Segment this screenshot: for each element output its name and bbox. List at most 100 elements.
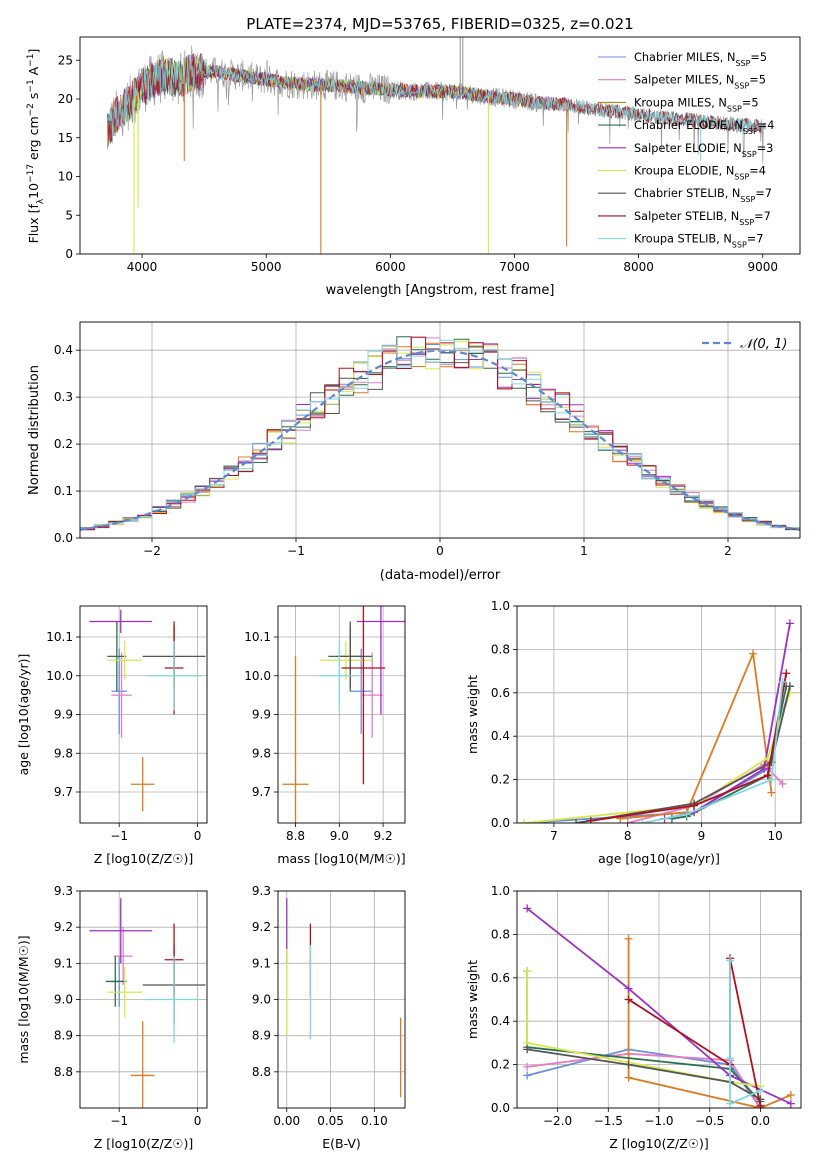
legend-entry-tail: =5 (750, 51, 767, 64)
weight-marker-salpeter_elodie (785, 619, 794, 628)
x-tick-label: 0.05 (317, 1114, 344, 1128)
y-axis-label: mass [log10(M/M☉)] (16, 935, 31, 1063)
y-axis-label: Flux [fλ10−17 erg cm−2 s−1 A−1] (26, 49, 46, 244)
legend-entry-sub: SSP (740, 195, 755, 204)
legend-entry-sub: SSP (739, 217, 754, 226)
y-tick-label: 0.2 (491, 773, 510, 787)
weight-line-kroupa_stelib (642, 681, 784, 823)
legend-entry: Kroupa MILES, NSSP=5 (634, 96, 759, 113)
weight-marker-salpeter_stelib (756, 1101, 765, 1108)
plot-area (523, 904, 795, 1108)
legend-entry-sub: SSP (732, 240, 747, 249)
weight-marker-salpeter_stelib (690, 801, 699, 810)
weight-line-orange (627, 938, 792, 1108)
legend-entry: Salpeter MILES, NSSP=5 (634, 74, 766, 91)
legend-entry-sub: SSP (727, 104, 742, 113)
mass-weight-vs-age-panel: 7 8 9 10 0.0 0.2 0.4 0.6 0.8 1.0 age [log10(age/yr… (465, 599, 802, 866)
y-axis-label-part: λ (36, 198, 46, 204)
x-tick-label: 2 (724, 544, 732, 558)
weight-marker-salpeter_stelib (624, 995, 633, 1004)
weight-marker-chabrier_elodie (667, 814, 676, 823)
weight-marker-salpeter_elodie (523, 904, 532, 913)
y-tick-label: 9.2 (54, 920, 73, 934)
x-axis-label: Z [log10(Z/Z☉)] (94, 1136, 194, 1151)
weight-marker-orange (767, 788, 776, 797)
legend-entry-base: Chabrier MILES, N (634, 51, 735, 64)
y-tick-label: 8.9 (252, 1029, 271, 1043)
legend-entry-sub: SSP (743, 127, 758, 136)
plot-area (89, 609, 206, 812)
y-axis-label: age [log10(age/yr)] (16, 654, 31, 776)
y-tick-label: 20 (58, 92, 73, 106)
y-tick-label: 0.8 (491, 927, 510, 941)
axes-frame (516, 605, 802, 824)
legend-entry: Chabrier MILES, NSSP=5 (634, 51, 767, 68)
weight-marker-salpeter_elodie (786, 1099, 795, 1108)
plot-area (282, 606, 405, 823)
y-axis-label: mass weight (465, 960, 480, 1039)
x-tick-label: −1 (287, 544, 305, 558)
figure-title: PLATE=2374, MJD=53765, FIBERID=0325, z=0… (246, 15, 633, 33)
axes-frame (79, 36, 801, 255)
x-tick-label: 9 (698, 829, 706, 843)
model-spectrum-kroupa_stelib (106, 53, 764, 138)
weight-marker-salpeter_miles (623, 819, 632, 823)
weight-line-chabrier_miles (524, 686, 791, 823)
x-tick-label: 1 (580, 544, 588, 558)
legend-entry: Chabrier ELODIE, NSSP=4 (634, 119, 774, 136)
y-tick-label: 9.3 (252, 884, 271, 898)
legend-entry-sub: SSP (734, 172, 749, 181)
weight-marker-chabrier_stelib (523, 1045, 532, 1054)
x-tick-label: 0.10 (361, 1114, 388, 1128)
axes-frame (516, 890, 802, 1109)
y-tick-label: 0.4 (54, 343, 73, 357)
y-tick-label: 8.8 (54, 1065, 73, 1079)
legend-entry-sub: SSP (734, 81, 749, 90)
y-axis-label-part: −17 (26, 164, 36, 183)
mass-vs-Z-panel: −1 0 8.8 8.9 9.0 9.1 9.2 9.3 Z [log10(Z/Z☉)] mass… (16, 884, 208, 1151)
x-axis-label: Z [log10(Z/Z☉)] (94, 851, 194, 866)
x-tick-label: −2.0 (543, 1114, 572, 1128)
x-tick-label: 7 (550, 829, 558, 843)
legend-entry-base: Salpeter ELODIE, N (634, 142, 742, 155)
y-axis-label-part: Flux [f (26, 204, 41, 244)
y-tick-label: 9.7 (54, 785, 73, 799)
axes-frame (79, 605, 208, 824)
y-tick-label: 9.8 (54, 746, 73, 760)
axes-frame (79, 890, 208, 1109)
weight-marker-chabrier_stelib (572, 819, 581, 823)
legend-entry-tail: =4 (749, 165, 766, 178)
weight-marker-kroupa_stelib (778, 677, 787, 686)
x-axis-label: wavelength [Angstrom, rest frame] (326, 283, 555, 298)
legend-entry-base: Kroupa ELODIE, N (634, 165, 734, 178)
weight-marker-chabrier_miles (523, 1071, 532, 1080)
y-tick-label: 1.0 (491, 599, 510, 613)
x-axis-label: mass [log10(M/M☉)] (277, 851, 405, 866)
plot-area (286, 898, 402, 1098)
y-tick-label: 9.1 (252, 956, 271, 970)
legend-entry-tail: =4 (758, 119, 775, 132)
x-tick-label: 0 (436, 544, 444, 558)
axes-frame (277, 605, 406, 824)
x-axis-label: Z [log10(Z/Z☉)] (609, 1136, 709, 1151)
y-tick-label: 9.1 (54, 956, 73, 970)
y-tick-label: 0.8 (491, 642, 510, 656)
legend-entry: Kroupa STELIB, NSSP=7 (634, 233, 763, 250)
legend-entry-tail: =7 (747, 233, 764, 246)
weight-marker-orange (786, 1090, 795, 1099)
weight-line-kroupa_elodie (524, 692, 791, 823)
axes-frame (79, 321, 801, 539)
legend-entry-tail: =5 (742, 96, 759, 109)
y-axis-label: Normed distribution (27, 365, 42, 495)
mass-weight-vs-Z-panel: −2.0 −1.5 −1.0 −0.5 0.0 0.0 0.2 0.4 0.6 0.8 1.0 Z [… (465, 884, 802, 1151)
weight-marker-kroupa_stelib (726, 1054, 734, 1063)
y-tick-label: 25 (58, 53, 73, 67)
legend-entry-tail: =7 (755, 187, 772, 200)
y-axis-label-part: ] (26, 49, 41, 54)
legend-entry: Salpeter ELODIE, NSSP=3 (634, 142, 773, 159)
weight-line-chabrier_stelib (575, 686, 791, 823)
weight-marker-salpeter_stelib (782, 669, 791, 678)
legend-entry: 𝒩(0, 1) (740, 337, 787, 352)
legend-entry: Salpeter STELIB, NSSP=7 (634, 210, 771, 227)
